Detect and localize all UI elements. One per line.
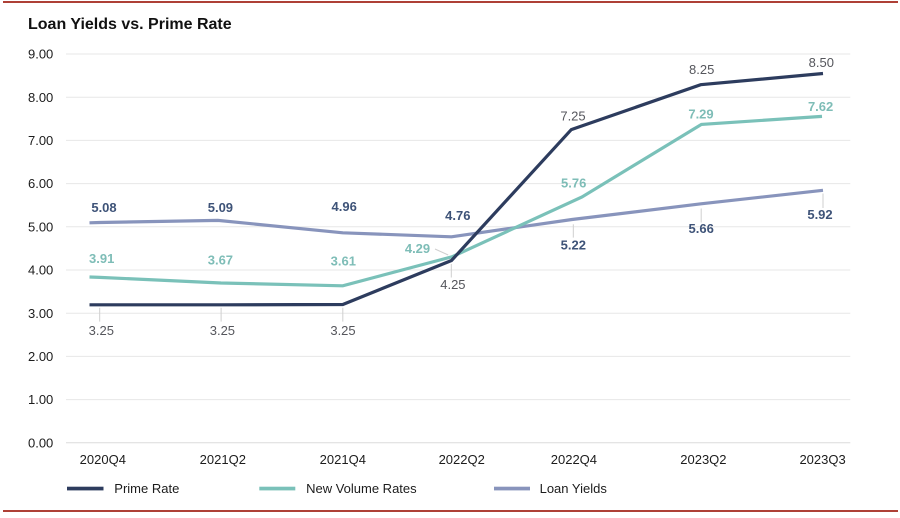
svg-text:5.22: 5.22: [561, 238, 586, 253]
svg-text:Prime Rate: Prime Rate: [114, 481, 179, 496]
svg-text:2023Q2: 2023Q2: [680, 452, 726, 467]
svg-text:2022Q2: 2022Q2: [439, 452, 485, 467]
svg-text:2023Q3: 2023Q3: [799, 452, 845, 467]
svg-text:Loan Yields: Loan Yields: [540, 481, 608, 496]
svg-text:New Volume Rates: New Volume Rates: [306, 481, 417, 496]
svg-text:8.50: 8.50: [809, 55, 834, 70]
svg-text:7.62: 7.62: [808, 99, 833, 114]
svg-text:2020Q4: 2020Q4: [80, 452, 126, 467]
svg-text:3.67: 3.67: [208, 253, 233, 268]
svg-text:3.61: 3.61: [331, 253, 356, 268]
svg-text:9.00: 9.00: [28, 47, 53, 62]
svg-text:7.00: 7.00: [28, 133, 53, 148]
svg-text:3.00: 3.00: [28, 306, 53, 321]
svg-text:4.00: 4.00: [28, 263, 53, 278]
svg-text:3.91: 3.91: [89, 251, 114, 266]
svg-text:5.66: 5.66: [689, 221, 714, 236]
svg-text:5.00: 5.00: [28, 219, 53, 234]
svg-text:1.00: 1.00: [28, 392, 53, 407]
svg-text:4.76: 4.76: [445, 208, 470, 223]
svg-text:5.76: 5.76: [561, 175, 586, 190]
svg-text:5.08: 5.08: [91, 200, 116, 215]
svg-text:3.25: 3.25: [330, 323, 355, 338]
svg-text:2022Q4: 2022Q4: [551, 452, 597, 467]
svg-text:4.29: 4.29: [405, 241, 430, 256]
svg-text:0.00: 0.00: [28, 435, 53, 450]
svg-text:2.00: 2.00: [28, 349, 53, 364]
svg-text:3.25: 3.25: [89, 323, 114, 338]
svg-text:7.29: 7.29: [688, 107, 713, 122]
svg-text:2021Q2: 2021Q2: [200, 452, 246, 467]
svg-text:4.25: 4.25: [440, 277, 465, 292]
svg-text:3.25: 3.25: [210, 323, 235, 338]
svg-text:5.09: 5.09: [208, 200, 233, 215]
svg-text:6.00: 6.00: [28, 176, 53, 191]
svg-text:8.25: 8.25: [689, 62, 714, 77]
svg-text:4.96: 4.96: [332, 199, 357, 214]
svg-text:2021Q4: 2021Q4: [320, 452, 366, 467]
svg-text:8.00: 8.00: [28, 90, 53, 105]
svg-text:7.25: 7.25: [560, 108, 585, 123]
svg-text:5.92: 5.92: [807, 207, 832, 222]
